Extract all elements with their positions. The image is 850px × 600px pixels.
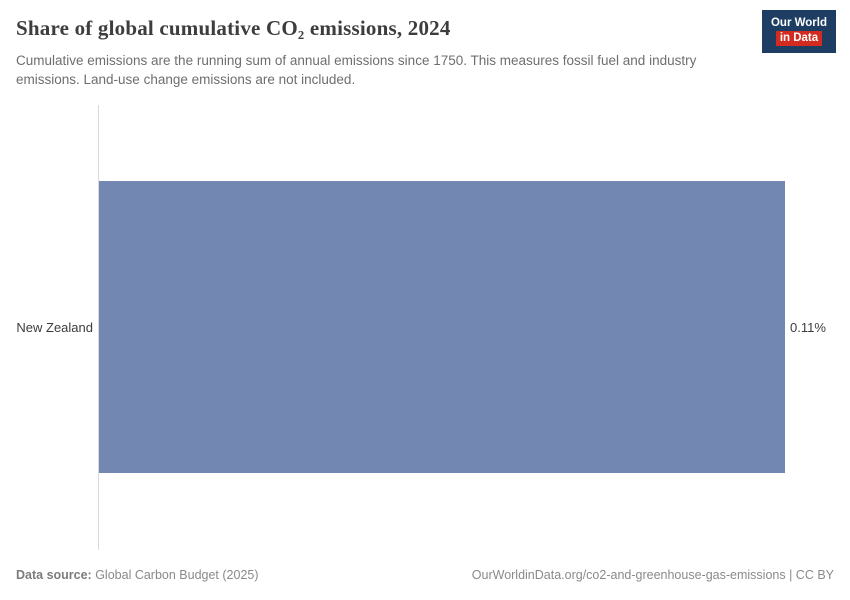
owid-logo-line1: Our World xyxy=(770,17,827,29)
chart-footer: Data source: Global Carbon Budget (2025)… xyxy=(16,568,834,582)
chart-title: Share of global cumulative CO₂ emissions… xyxy=(16,16,451,40)
chart-subtitle: Cumulative emissions are the running sum… xyxy=(16,53,697,87)
data-source-value: Global Carbon Budget (2025) xyxy=(91,568,259,582)
data-source-label: Data source: xyxy=(16,568,92,582)
owid-logo-line2: in Data xyxy=(775,31,823,46)
bar-value-label: 0.11% xyxy=(790,320,826,335)
bar-category-label: New Zealand xyxy=(16,320,93,335)
bar[interactable] xyxy=(99,181,785,473)
footer-link[interactable]: OurWorldinData.org/co2-and-greenhouse-ga… xyxy=(471,568,834,582)
owid-logo[interactable]: Our World in Data xyxy=(761,10,836,53)
plot-area xyxy=(99,181,785,473)
data-source: Data source: Global Carbon Budget (2025) xyxy=(16,568,259,582)
y-axis-line xyxy=(98,105,99,550)
